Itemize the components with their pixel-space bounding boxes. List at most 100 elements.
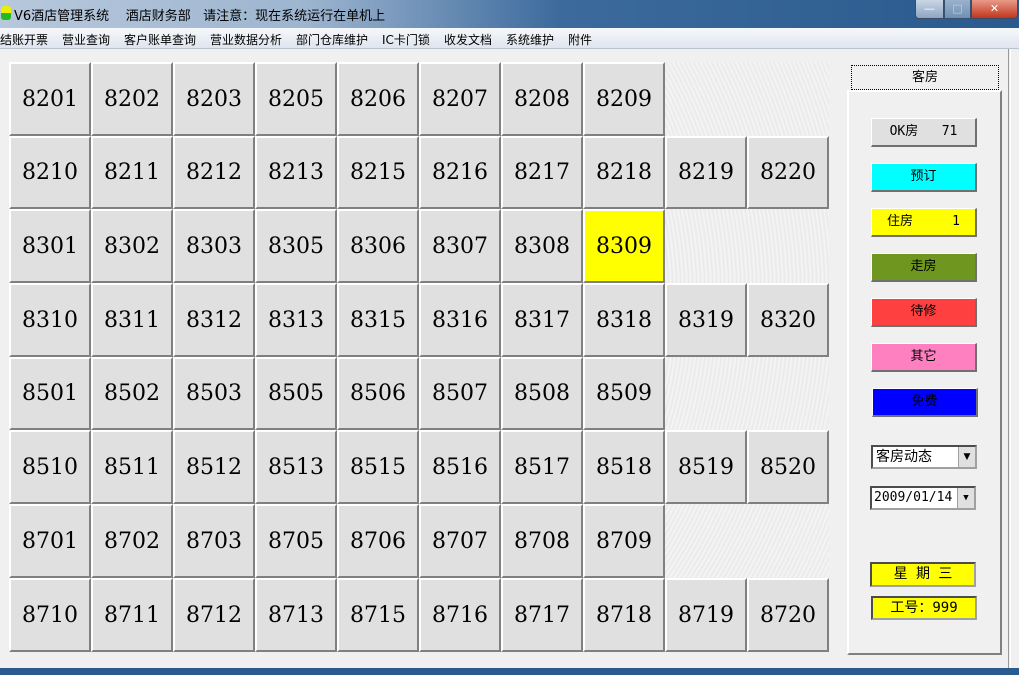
- menu-item[interactable]: 附件: [568, 33, 593, 47]
- room-8313[interactable]: 8313: [255, 283, 337, 357]
- legend-button-3[interactable]: 走房: [871, 253, 977, 282]
- room-8202[interactable]: 8202: [91, 62, 173, 136]
- room-8511[interactable]: 8511: [91, 430, 173, 504]
- legend-button-5[interactable]: 其它: [871, 343, 977, 372]
- room-8317[interactable]: 8317: [501, 283, 583, 357]
- room-8320[interactable]: 8320: [747, 283, 829, 357]
- view-select[interactable]: 客房动态 ▼: [871, 445, 977, 469]
- room-8305[interactable]: 8305: [255, 209, 337, 283]
- room-8307[interactable]: 8307: [419, 209, 501, 283]
- room-8215[interactable]: 8215: [337, 136, 419, 209]
- room-8518[interactable]: 8518: [583, 430, 665, 504]
- room-8319[interactable]: 8319: [665, 283, 747, 357]
- legend-button-6[interactable]: 免费: [872, 388, 978, 417]
- room-8512[interactable]: 8512: [173, 430, 255, 504]
- chevron-down-icon[interactable]: ▼: [958, 447, 975, 467]
- menu-item[interactable]: 营业数据分析: [210, 33, 283, 47]
- room-8218[interactable]: 8218: [583, 136, 665, 209]
- room-8208[interactable]: 8208: [501, 62, 583, 136]
- room-8509[interactable]: 8509: [583, 357, 665, 430]
- room-8210[interactable]: 8210: [9, 136, 91, 209]
- room-8506[interactable]: 8506: [337, 357, 419, 430]
- room-8507[interactable]: 8507: [419, 357, 501, 430]
- room-8705[interactable]: 8705: [255, 504, 337, 578]
- minimize-button[interactable]: —: [915, 0, 944, 19]
- room-8201[interactable]: 8201: [9, 62, 91, 136]
- room-8219[interactable]: 8219: [665, 136, 747, 209]
- room-8505[interactable]: 8505: [255, 357, 337, 430]
- room-8519[interactable]: 8519: [665, 430, 747, 504]
- room-8517[interactable]: 8517: [501, 430, 583, 504]
- menu-item[interactable]: IC卡门锁: [382, 33, 430, 47]
- room-8720[interactable]: 8720: [747, 578, 829, 652]
- room-8209[interactable]: 8209: [583, 62, 665, 136]
- room-8301[interactable]: 8301: [9, 209, 91, 283]
- legend-button-1[interactable]: 预订: [871, 163, 977, 192]
- app-icon: [1, 6, 11, 20]
- room-8207[interactable]: 8207: [419, 62, 501, 136]
- weekday-label: 星 期 三: [870, 562, 976, 587]
- room-8510[interactable]: 8510: [9, 430, 91, 504]
- room-8303[interactable]: 8303: [173, 209, 255, 283]
- menu-item[interactable]: 客户账单查询: [124, 33, 197, 47]
- legend-button-4[interactable]: 待修: [871, 298, 977, 327]
- room-8216[interactable]: 8216: [419, 136, 501, 209]
- room-8513[interactable]: 8513: [255, 430, 337, 504]
- legend-button-0[interactable]: OK房 71: [871, 118, 977, 147]
- room-8520[interactable]: 8520: [747, 430, 829, 504]
- room-8508[interactable]: 8508: [501, 357, 583, 430]
- room-8220[interactable]: 8220: [747, 136, 829, 209]
- room-8716[interactable]: 8716: [419, 578, 501, 652]
- room-8709[interactable]: 8709: [583, 504, 665, 578]
- room-8217[interactable]: 8217: [501, 136, 583, 209]
- room-8719[interactable]: 8719: [665, 578, 747, 652]
- room-8713[interactable]: 8713: [255, 578, 337, 652]
- room-8206[interactable]: 8206: [337, 62, 419, 136]
- close-button[interactable]: ✕: [971, 0, 1018, 19]
- legend-button-2[interactable]: 住房 1: [871, 208, 977, 237]
- room-8308[interactable]: 8308: [501, 209, 583, 283]
- room-8703[interactable]: 8703: [173, 504, 255, 578]
- date-picker[interactable]: 2009/01/14 ▼: [870, 486, 976, 510]
- room-8318[interactable]: 8318: [583, 283, 665, 357]
- room-8203[interactable]: 8203: [173, 62, 255, 136]
- room-8211[interactable]: 8211: [91, 136, 173, 209]
- room-8501[interactable]: 8501: [9, 357, 91, 430]
- room-8311[interactable]: 8311: [91, 283, 173, 357]
- room-8212[interactable]: 8212: [173, 136, 255, 209]
- room-8503[interactable]: 8503: [173, 357, 255, 430]
- menu-item[interactable]: 部门仓库维护: [296, 33, 369, 47]
- room-8316[interactable]: 8316: [419, 283, 501, 357]
- menu-item[interactable]: 营业查询: [62, 33, 111, 47]
- room-8302[interactable]: 8302: [91, 209, 173, 283]
- room-8309[interactable]: 8309: [583, 209, 665, 283]
- room-8712[interactable]: 8712: [173, 578, 255, 652]
- menu-item[interactable]: 结账开票: [0, 33, 49, 47]
- staff-id-label: 工号：999: [871, 596, 977, 620]
- room-8715[interactable]: 8715: [337, 578, 419, 652]
- room-8706[interactable]: 8706: [337, 504, 419, 578]
- menu-bar: 结账开票 营业查询 客户账单查询 营业数据分析 部门仓库维护 IC卡门锁 收发文档 系统维护附…: [0, 28, 1019, 49]
- room-8701[interactable]: 8701: [9, 504, 91, 578]
- room-8717[interactable]: 8717: [501, 578, 583, 652]
- menu-item[interactable]: 系统维护: [506, 33, 555, 47]
- room-8205[interactable]: 8205: [255, 62, 337, 136]
- room-8515[interactable]: 8515: [337, 430, 419, 504]
- room-8312[interactable]: 8312: [173, 283, 255, 357]
- room-8710[interactable]: 8710: [9, 578, 91, 652]
- room-8708[interactable]: 8708: [501, 504, 583, 578]
- room-8306[interactable]: 8306: [337, 209, 419, 283]
- maximize-button[interactable]: □: [944, 0, 971, 19]
- tab-rooms[interactable]: 客房: [851, 65, 999, 90]
- menu-item[interactable]: 收发文档: [444, 33, 493, 47]
- room-8711[interactable]: 8711: [91, 578, 173, 652]
- room-8502[interactable]: 8502: [91, 357, 173, 430]
- room-8213[interactable]: 8213: [255, 136, 337, 209]
- room-8516[interactable]: 8516: [419, 430, 501, 504]
- room-8707[interactable]: 8707: [419, 504, 501, 578]
- room-8702[interactable]: 8702: [91, 504, 173, 578]
- room-8718[interactable]: 8718: [583, 578, 665, 652]
- room-8315[interactable]: 8315: [337, 283, 419, 357]
- chevron-down-icon[interactable]: ▼: [957, 488, 974, 508]
- room-8310[interactable]: 8310: [9, 283, 91, 357]
